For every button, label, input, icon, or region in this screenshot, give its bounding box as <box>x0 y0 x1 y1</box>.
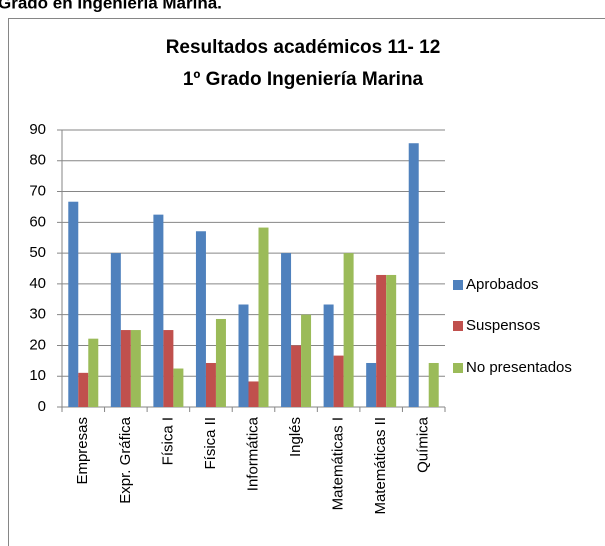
bar <box>386 274 397 407</box>
x-tick-label: Física I <box>159 417 176 465</box>
bar <box>333 355 344 407</box>
bar <box>130 330 141 407</box>
bar <box>215 318 226 407</box>
bar <box>408 143 419 408</box>
x-tick-label: Química <box>415 416 432 473</box>
x-tick-label: Matemáticas I <box>330 417 347 510</box>
bar <box>291 345 302 407</box>
bar <box>110 253 121 407</box>
chart-title: 1º Grado Ingeniería Marina <box>183 69 424 90</box>
bar <box>366 362 377 407</box>
bar <box>88 338 99 407</box>
y-tick-label: 50 <box>29 244 46 261</box>
y-tick-label: 20 <box>29 336 46 353</box>
y-tick-label: 60 <box>29 213 46 230</box>
y-tick-label: 10 <box>29 367 46 384</box>
bar <box>173 368 184 407</box>
legend-swatch <box>453 321 463 331</box>
bar <box>68 201 79 407</box>
legend-label: Aprobados <box>466 276 539 293</box>
bar <box>195 231 206 407</box>
x-tick-label: Física II <box>202 417 219 470</box>
x-tick-label: Empresas <box>74 417 91 485</box>
y-tick-label: 80 <box>29 152 46 169</box>
legend-label: Suspensos <box>466 317 540 334</box>
legend-swatch <box>453 280 463 290</box>
x-tick-label: Inglés <box>287 417 304 457</box>
bar <box>301 314 312 407</box>
bar <box>323 304 334 407</box>
legend-label: No presentados <box>466 359 572 376</box>
bar <box>248 381 259 407</box>
bar <box>120 330 131 407</box>
legend-swatch <box>453 363 463 373</box>
x-tick-label: Informática <box>244 416 261 491</box>
x-tick-label: Matemáticas II <box>372 417 389 515</box>
x-tick-label: Expr. Gráfica <box>117 416 134 503</box>
chart-title: Resultados académicos 11- 12 <box>166 37 441 58</box>
bar <box>78 372 89 407</box>
bar <box>281 253 292 407</box>
bar <box>343 253 354 407</box>
bar <box>205 362 216 407</box>
y-tick-label: 40 <box>29 275 46 292</box>
bar <box>258 227 269 407</box>
chart-border <box>8 18 605 546</box>
bar <box>238 304 249 407</box>
bar <box>428 362 439 407</box>
bar <box>163 330 174 407</box>
y-tick-label: 70 <box>29 183 46 200</box>
y-tick-label: 0 <box>38 398 46 415</box>
page-header: Grado en Ingeniería Marina. <box>0 0 222 12</box>
bar <box>376 274 387 407</box>
y-tick-label: 30 <box>29 306 46 323</box>
y-tick-label: 90 <box>29 121 46 138</box>
bar <box>153 214 164 407</box>
